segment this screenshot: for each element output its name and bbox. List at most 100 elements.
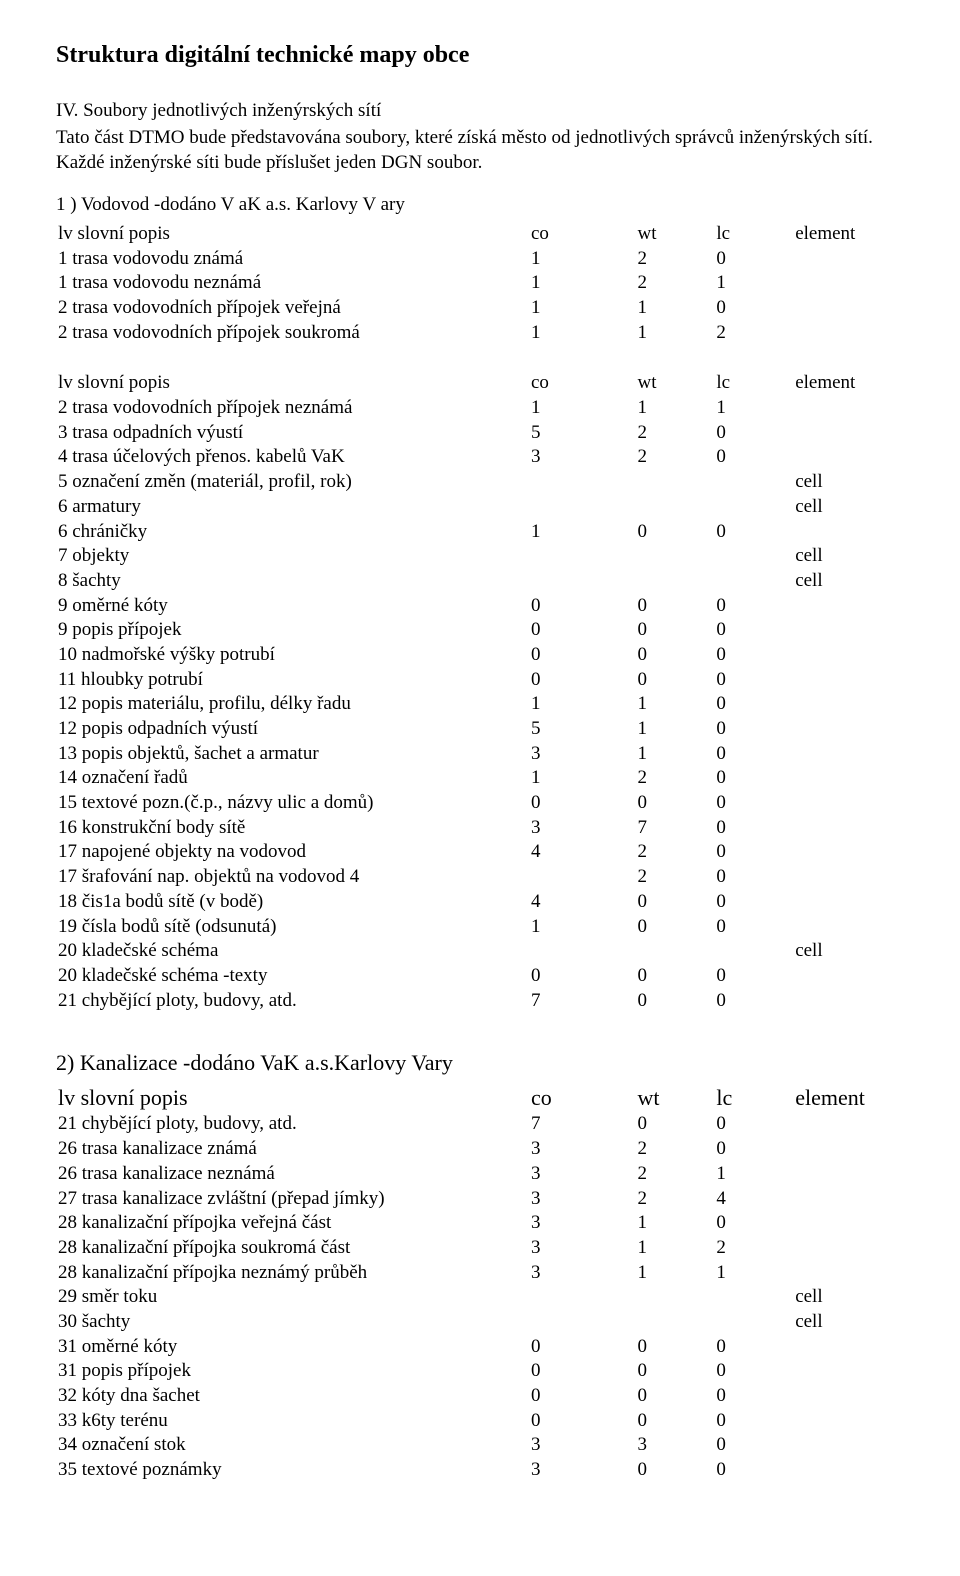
table-row: 31 oměrné kóty000 <box>56 1335 904 1360</box>
row-wt: 0 <box>636 643 715 668</box>
row-co: 1 <box>529 692 636 717</box>
row-lc: 1 <box>714 271 793 296</box>
row-lc: 0 <box>714 1211 793 1236</box>
row-lc: 0 <box>714 296 793 321</box>
table-row: 9 oměrné kóty000 <box>56 594 904 619</box>
row-co: 5 <box>529 421 636 446</box>
section-title: 1 ) Vodovod -dodáno V aK a.s. Karlovy V … <box>56 193 904 218</box>
table-row: 10 nadmořské výšky potrubí000 <box>56 643 904 668</box>
row-co: 7 <box>529 989 636 1014</box>
table-row: 2 trasa vodovodních přípojek veřejná110 <box>56 296 904 321</box>
row-element <box>793 915 904 940</box>
row-element <box>793 742 904 767</box>
row-lc: 0 <box>714 742 793 767</box>
col-header: co <box>529 1084 636 1113</box>
row-lc: 1 <box>714 1162 793 1187</box>
row-co <box>529 865 636 890</box>
row-element <box>793 1261 904 1286</box>
row-wt: 2 <box>636 421 715 446</box>
row-element <box>793 396 904 421</box>
row-lc: 0 <box>714 717 793 742</box>
row-desc: 2 trasa vodovodních přípojek soukromá <box>56 321 529 346</box>
row-lc: 0 <box>714 668 793 693</box>
row-co: 3 <box>529 816 636 841</box>
row-co: 5 <box>529 717 636 742</box>
table-row: 3 trasa odpadních výustí520 <box>56 421 904 446</box>
row-wt: 0 <box>636 1409 715 1434</box>
row-wt <box>636 1285 715 1310</box>
row-wt: 0 <box>636 1335 715 1360</box>
row-co <box>529 470 636 495</box>
row-wt: 0 <box>636 890 715 915</box>
table-row: 17 šrafování nap. objektů na vodovod 420 <box>56 865 904 890</box>
row-co <box>529 495 636 520</box>
row-wt: 0 <box>636 791 715 816</box>
row-desc: 8 šachty <box>56 569 529 594</box>
row-lc <box>714 544 793 569</box>
row-element: cell <box>793 939 904 964</box>
row-element <box>793 321 904 346</box>
row-element <box>793 1384 904 1409</box>
row-wt: 7 <box>636 816 715 841</box>
page-title: Struktura digitální technické mapy obce <box>56 40 904 71</box>
table-row: 14 označení řadů120 <box>56 766 904 791</box>
table-row: 5 označení změn (materiál, profil, rok)c… <box>56 470 904 495</box>
row-desc: 17 napojené objekty na vodovod <box>56 840 529 865</box>
row-wt <box>636 544 715 569</box>
row-desc: 28 kanalizační přípojka neznámý průběh <box>56 1261 529 1286</box>
row-element <box>793 594 904 619</box>
row-co: 0 <box>529 643 636 668</box>
row-wt: 1 <box>636 742 715 767</box>
table-row: 32 kóty dna šachet000 <box>56 1384 904 1409</box>
row-desc: 2 trasa vodovodních přípojek neznámá <box>56 396 529 421</box>
row-co: 3 <box>529 1162 636 1187</box>
table-row: 34 označení stok330 <box>56 1433 904 1458</box>
row-co <box>529 1310 636 1335</box>
col-header: wt <box>636 222 715 247</box>
row-desc: 32 kóty dna šachet <box>56 1384 529 1409</box>
row-lc: 0 <box>714 1359 793 1384</box>
row-wt: 0 <box>636 1112 715 1137</box>
row-element <box>793 296 904 321</box>
row-co: 1 <box>529 271 636 296</box>
table-row: 2 trasa vodovodních přípojek soukromá112 <box>56 321 904 346</box>
row-co: 4 <box>529 840 636 865</box>
row-desc: 19 čísla bodů sítě (odsunutá) <box>56 915 529 940</box>
table-row: 19 čísla bodů sítě (odsunutá)100 <box>56 915 904 940</box>
table-row: 28 kanalizační přípojka veřejná část310 <box>56 1211 904 1236</box>
row-wt: 0 <box>636 594 715 619</box>
table-row: 6 chráničky100 <box>56 520 904 545</box>
table-row: 21 chybějící ploty, budovy, atd.700 <box>56 1112 904 1137</box>
row-co: 3 <box>529 1433 636 1458</box>
row-co: 3 <box>529 1236 636 1261</box>
row-desc: 1 trasa vodovodu známá <box>56 247 529 272</box>
row-lc: 0 <box>714 791 793 816</box>
row-element <box>793 816 904 841</box>
table-row: 20 kladečské schéma -texty000 <box>56 964 904 989</box>
col-header: lc <box>714 371 793 396</box>
table-row: 11 hloubky potrubí000 <box>56 668 904 693</box>
row-desc: 33 k6ty terénu <box>56 1409 529 1434</box>
row-lc: 0 <box>714 618 793 643</box>
row-element <box>793 766 904 791</box>
row-co: 0 <box>529 964 636 989</box>
row-wt: 1 <box>636 692 715 717</box>
row-co: 1 <box>529 766 636 791</box>
data-table: lv slovní popiscowtlcelement2 trasa vodo… <box>56 371 904 1013</box>
row-element <box>793 668 904 693</box>
table-row: 16 konstrukční body sítě370 <box>56 816 904 841</box>
row-element <box>793 1211 904 1236</box>
row-lc: 0 <box>714 1112 793 1137</box>
table-row: 28 kanalizační přípojka neznámý průběh31… <box>56 1261 904 1286</box>
table-row: 1 trasa vodovodu neznámá121 <box>56 271 904 296</box>
row-co: 4 <box>529 890 636 915</box>
table-row: 26 trasa kanalizace známá320 <box>56 1137 904 1162</box>
table-row: 1 trasa vodovodu známá120 <box>56 247 904 272</box>
row-lc: 0 <box>714 1384 793 1409</box>
row-element: cell <box>793 470 904 495</box>
data-table: lv slovní popiscowtlcelement21 chybějící… <box>56 1084 904 1483</box>
row-desc: 16 konstrukční body sítě <box>56 816 529 841</box>
row-element: cell <box>793 544 904 569</box>
row-desc: 7 objekty <box>56 544 529 569</box>
row-co: 0 <box>529 594 636 619</box>
